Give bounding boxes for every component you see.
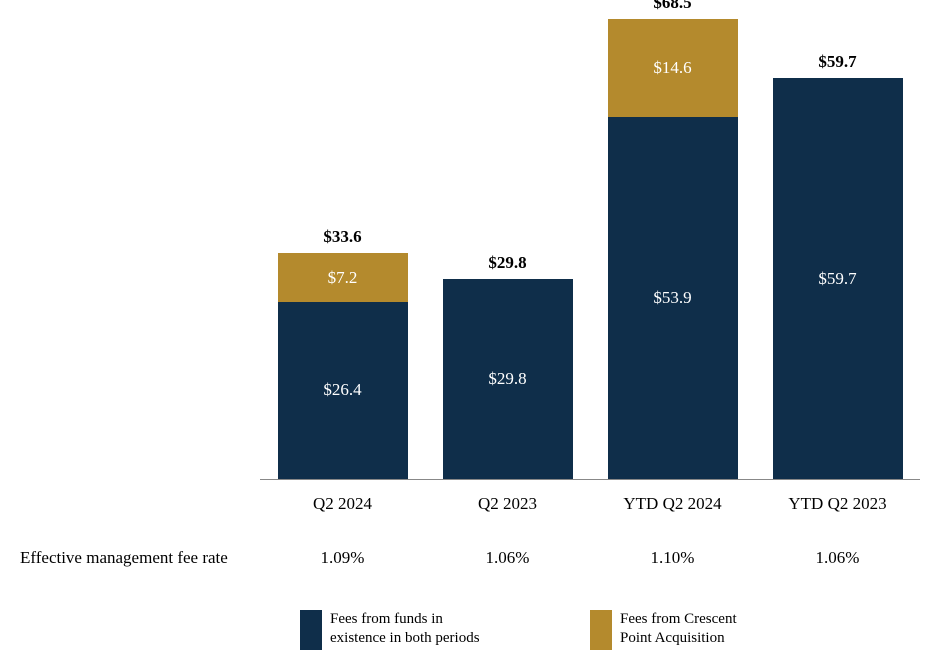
bar-group: $14.6$53.9 [608,19,738,479]
fee-rate-value: 1.06% [425,548,590,568]
bar-segment: $26.4 [278,302,408,479]
fee-rate-value: 1.06% [755,548,920,568]
legend-swatch [590,610,612,650]
bar-segment: $53.9 [608,117,738,479]
x-axis-label: Q2 2023 [425,494,590,514]
plot-area: $7.2$26.4$33.6$29.8$29.8$14.6$53.9$68.5$… [260,20,920,480]
x-axis-label: Q2 2024 [260,494,425,514]
bar-group: $59.7 [773,78,903,479]
legend-text: Fees from Crescent Point Acquisition [620,610,770,648]
legend-text: Fees from funds in existence in both per… [330,610,480,648]
bar-total-label: $68.5 [608,0,738,13]
chart-container: $7.2$26.4 $33.6 $29.8 $29.8 $14.6$53.9 $68.5 $… [0,0,942,668]
bar-segment: $59.7 [773,78,903,479]
legend-item: Fees from funds in existence in both per… [300,610,480,650]
bar-segment: $14.6 [608,19,738,117]
legend-swatch [300,610,322,650]
fee-rate-value: 1.09% [260,548,425,568]
fee-rate-value: 1.10% [590,548,755,568]
bar-total-label: $33.6 [278,227,408,247]
bar-total-label: $29.8 [443,253,573,273]
legend-item: Fees from Crescent Point Acquisition [590,610,770,650]
bar-total-label: $59.7 [773,52,903,72]
bar-segment: $29.8 [443,279,573,479]
bar-group: $7.2$26.4 [278,253,408,479]
x-axis-label: YTD Q2 2023 [755,494,920,514]
bar-group: $29.8 [443,279,573,479]
fee-rate-label: Effective management fee rate [20,548,260,568]
x-axis-label: YTD Q2 2024 [590,494,755,514]
bar-segment: $7.2 [278,253,408,301]
